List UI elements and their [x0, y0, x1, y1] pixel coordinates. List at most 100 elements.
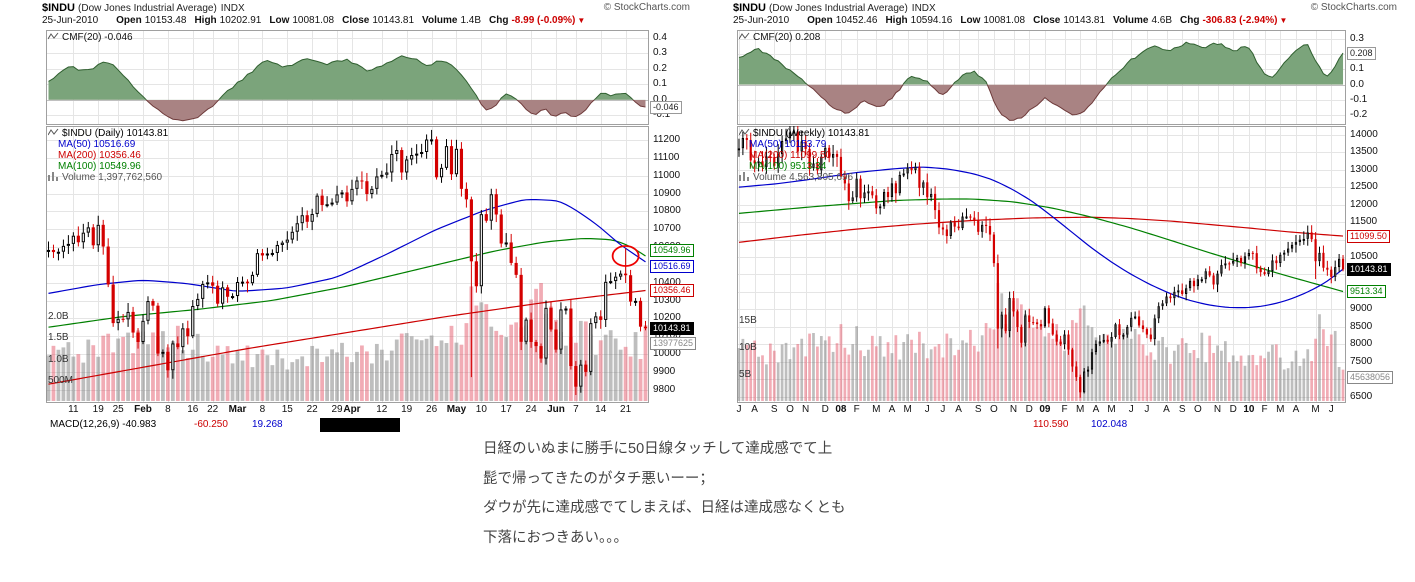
macd-label: 110.590: [1033, 419, 1069, 430]
cmf-value-box: 0.208: [1347, 47, 1376, 61]
legend-text: MA(100) 9513.34: [749, 161, 827, 172]
x-axis-label: M: [1311, 404, 1320, 415]
x-axis-label: A: [955, 404, 962, 415]
legend-text: MA(50) 10153.79: [749, 139, 827, 150]
quote-chg: Chg -306.83 (-2.94%) ▼: [1180, 15, 1287, 26]
volume-axis-label: 500M: [48, 374, 74, 386]
y-axis-label: 10100: [653, 330, 681, 342]
y-axis-label: 9000: [1350, 303, 1373, 315]
y-axis-label: 9900: [653, 365, 676, 377]
macd-overlay-box: [320, 418, 400, 432]
quote-label: Open: [116, 15, 142, 26]
legend-text: MA(200) 10356.46: [58, 150, 141, 161]
quote-values: Open 10153.48 High 10202.91 Low 10081.08 Close…: [116, 15, 593, 26]
legend-item: MA(200) 10356.46: [58, 150, 141, 161]
legend-item: MA(50) 10153.79: [749, 139, 826, 150]
commentary-line: ダウが先に達成感でてしまえば、日経は達成感なくとも: [483, 500, 846, 516]
volume-legend-icon: [48, 172, 58, 181]
quote-value: 10081.08: [983, 15, 1026, 26]
quote-chg: Chg -8.99 (-0.09%) ▼: [489, 15, 585, 26]
price-legend-icon: [47, 128, 59, 136]
x-axis-label: D: [1025, 404, 1033, 415]
weekly-chart-overlay: CMF(20) 0.2080.30.20.10.0-0.1-0.20.208$I…: [733, 2, 1405, 434]
legend-item: MA(50) 10516.69: [58, 139, 135, 150]
x-axis-label: Mar: [228, 404, 247, 415]
price-box: 10356.46: [650, 284, 694, 298]
x-axis-label: 19: [401, 404, 413, 415]
y-axis-label: 11500: [1350, 216, 1378, 228]
x-axis-label: A: [751, 404, 758, 415]
volume-axis-label: 1.5B: [48, 332, 69, 344]
x-axis-label: 7: [573, 404, 579, 415]
macd-label: MACD(12,26,9) -40.983: [50, 419, 157, 430]
quote-line: 25-Jun-2010 Open 10153.48 High 10202.91 Low 10…: [42, 15, 593, 27]
x-axis-label: N: [1213, 404, 1222, 415]
volume-axis-label: 1.0B: [48, 353, 69, 365]
daily-plot-canvas: [42, 2, 698, 404]
symbol: $INDU: [42, 2, 76, 14]
y-axis-label: 10400: [653, 276, 681, 288]
quote-label: Low: [960, 15, 981, 26]
x-axis-label: 17: [500, 404, 512, 415]
x-axis-label: M: [903, 404, 912, 415]
x-axis-label: J: [1128, 404, 1134, 415]
legend-text: Volume 1,397,762,560: [62, 172, 163, 183]
volume-axis-label: 10B: [739, 342, 757, 353]
quote-date: 25-Jun-2010: [42, 15, 99, 26]
y-axis-label: 11100: [653, 152, 680, 164]
x-axis-label: 12: [376, 404, 388, 415]
quote-value: 10452.46: [835, 15, 878, 26]
quote-high: High 10202.91: [194, 15, 261, 26]
volume-legend-icon: [739, 172, 749, 181]
weekly-plot-canvas: [733, 2, 1405, 404]
commentary-line: 髭で帰ってきたのがタチ悪いーー；: [483, 470, 714, 487]
copyright: © StockCharts.com: [1310, 2, 1397, 13]
volume-axis-label: 2.0B: [48, 311, 69, 322]
quote-low: Low 10081.08: [269, 15, 334, 26]
quote-value: -306.83 (-2.94%): [1202, 15, 1278, 26]
legend-item: MA(100) 9513.34: [749, 161, 826, 172]
x-axis-label: 11: [68, 404, 79, 415]
quote-label: Open: [807, 15, 833, 26]
y-axis-label: 11000: [653, 169, 681, 181]
price-box: 10516.69: [650, 259, 694, 273]
x-axis-label: May: [446, 404, 467, 415]
symbol-name: (Dow Jones Industrial Average): [769, 3, 908, 14]
quote-value: 10202.91: [219, 15, 262, 26]
quote-label: Chg: [1180, 15, 1200, 26]
legend-text: $INDU (Weekly) 10143.81: [753, 128, 870, 139]
commentary: 日経のいぬまに勝手に50日線タッチして達成感でて上 髭で帰ってきたのがタチ悪いーー…: [483, 439, 846, 557]
price-box: 10143.81: [650, 322, 694, 336]
quote-value: 10081.08: [292, 15, 335, 26]
x-axis-label: 10: [475, 404, 487, 415]
price-legend-icon: [738, 128, 750, 136]
cmf-legend-icon: [738, 32, 750, 40]
exchange: INDX: [220, 3, 245, 14]
x-axis-label: 24: [525, 404, 537, 415]
x-axis-label: F: [1261, 404, 1268, 415]
cmf-axis-label: -0.1: [653, 109, 671, 121]
quote-volume: Volume 1.4B: [422, 15, 481, 26]
legend-item: $INDU (Daily) 10143.81: [47, 128, 168, 139]
quote-open: Open 10452.46: [807, 15, 877, 26]
cmf-label: CMF(20): [753, 32, 796, 43]
cmf-axis-label: 0.4: [653, 31, 667, 43]
y-axis-label: 14000: [1350, 128, 1378, 140]
y-axis-label: 10500: [1350, 251, 1378, 262]
cmf-legend: CMF(20) 0.208: [738, 32, 820, 43]
x-axis-label: O: [990, 404, 998, 415]
x-axis-label: 8: [259, 404, 266, 415]
quote-volume: Volume 4.6B: [1113, 15, 1172, 26]
x-axis-label: A: [888, 404, 896, 415]
quote-label: Close: [1033, 15, 1061, 26]
quote-open: Open 10153.48: [116, 15, 186, 26]
macd-label: -60.250: [194, 419, 228, 430]
x-axis-label: D: [821, 404, 829, 415]
quote-label: Volume: [1113, 15, 1149, 26]
x-axis-label: F: [853, 404, 860, 415]
commentary-line: 日経のいぬまに勝手に50日線タッチして達成感でて上: [483, 441, 833, 457]
legend-item: $INDU (Weekly) 10143.81: [738, 128, 870, 139]
y-axis-label: 10300: [653, 294, 681, 306]
x-axis-label: M: [872, 404, 881, 415]
